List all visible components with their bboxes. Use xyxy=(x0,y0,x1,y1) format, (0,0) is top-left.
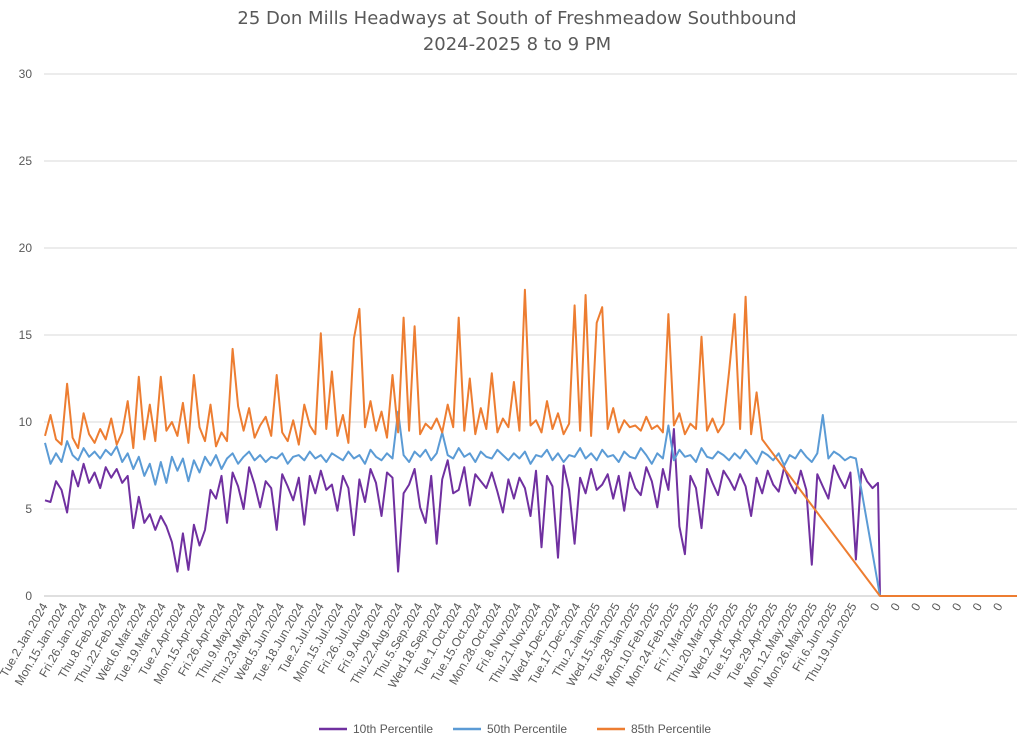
chart-title-line1: 25 Don Mills Headways at South of Freshm… xyxy=(237,8,796,29)
x-tick-label: 0 xyxy=(949,600,965,613)
series-line-10th-percentile xyxy=(44,428,881,597)
y-tick-label: 0 xyxy=(25,589,32,603)
legend-label: 85th Percentile xyxy=(631,722,711,736)
series-line-50th-percentile xyxy=(44,410,881,597)
y-tick-label: 10 xyxy=(19,415,33,429)
chart-title-line2: 2024-2025 8 to 9 PM xyxy=(423,34,611,55)
x-tick-label: 0 xyxy=(888,600,904,613)
legend-label: 50th Percentile xyxy=(487,722,567,736)
x-tick-label: 0 xyxy=(990,600,1006,613)
x-tick-label: 0 xyxy=(929,600,945,613)
x-tick-label: 0 xyxy=(867,600,883,613)
y-tick-label: 25 xyxy=(19,154,33,168)
series-line-85th-percentile xyxy=(44,288,1017,597)
y-tick-label: 15 xyxy=(19,328,33,342)
y-axis-ticks: 0 5 10 15 20 25 30 xyxy=(19,67,33,603)
y-tick-label: 20 xyxy=(19,241,33,255)
y-tick-label: 5 xyxy=(25,502,32,516)
x-tick-label: 0 xyxy=(970,600,986,613)
y-tick-label: 30 xyxy=(19,67,33,81)
legend: 10th Percentile 50th Percentile 85th Perce… xyxy=(319,722,711,736)
x-tick-label: 0 xyxy=(908,600,924,613)
legend-label: 10th Percentile xyxy=(353,722,433,736)
series-lines xyxy=(44,288,1017,597)
x-axis-ticks: Tue.2.Jan.2024Mon.15.Jan.2024Fri.26.Jan.… xyxy=(0,600,1006,690)
gridlines xyxy=(44,73,1017,597)
